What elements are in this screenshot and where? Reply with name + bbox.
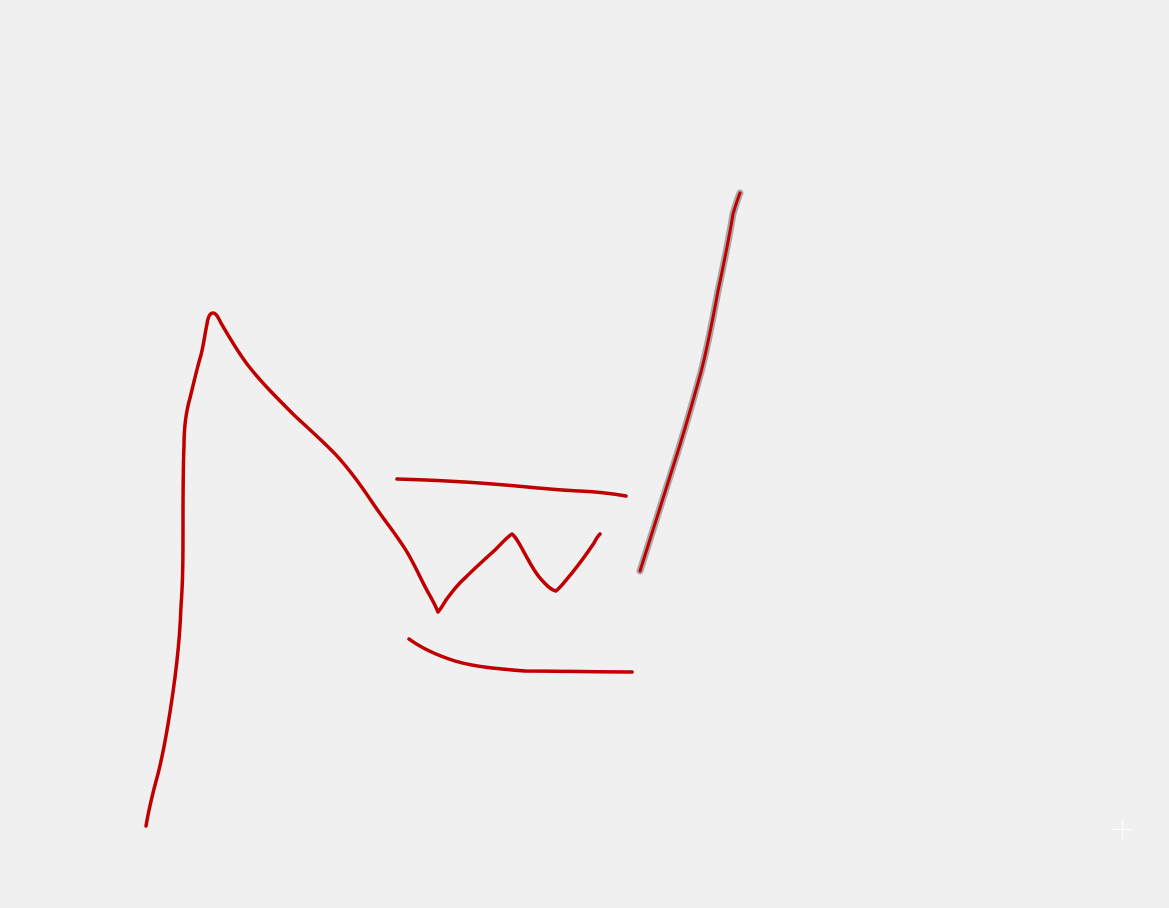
- ink-stroke[interactable]: [395, 477, 628, 498]
- crosshair-icon: [1113, 820, 1132, 839]
- ink-stroke[interactable]: [144, 311, 448, 828]
- ink-stroke[interactable]: [407, 637, 634, 674]
- ink-stroke-selected[interactable]: [638, 191, 742, 573]
- ink-stroke[interactable]: [444, 532, 602, 602]
